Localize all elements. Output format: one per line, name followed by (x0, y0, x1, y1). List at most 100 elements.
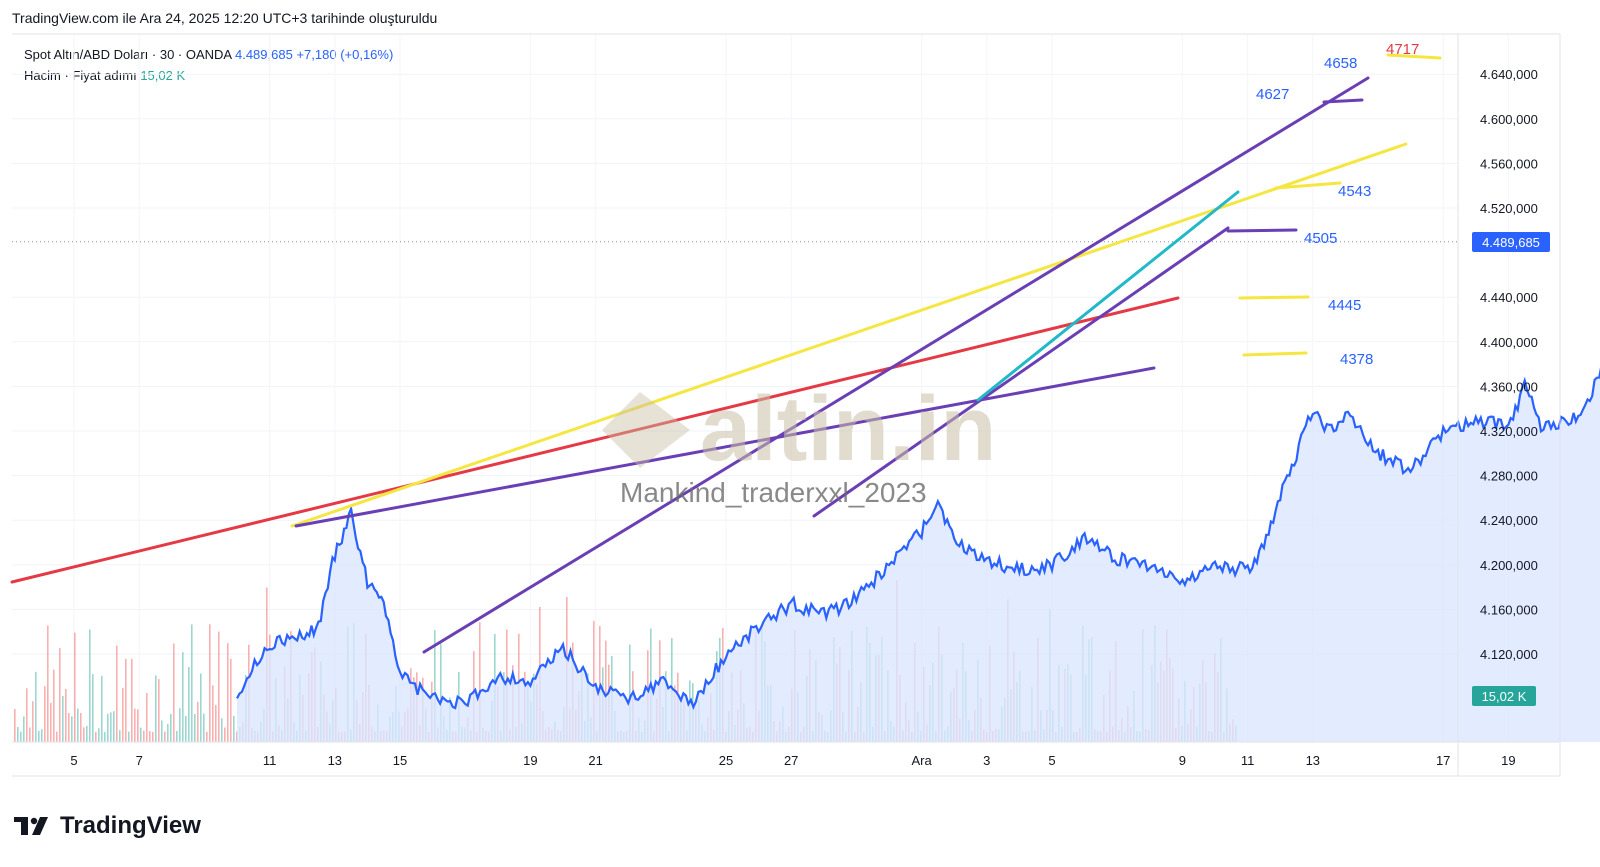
y-tick-label: 4.440,000 (1480, 290, 1538, 305)
volume-bar (176, 730, 178, 742)
x-tick-label: 5 (1048, 753, 1055, 768)
volume-bar (107, 713, 109, 742)
volume-bar (440, 643, 442, 742)
y-tick-label: 4.240,000 (1480, 513, 1538, 528)
y-tick-label: 4.640,000 (1480, 67, 1538, 82)
volume-bar (128, 731, 130, 742)
y-tick-label: 4.200,000 (1480, 558, 1538, 573)
volume-bar (65, 688, 67, 742)
volume-bar (20, 731, 22, 742)
volume-bar (599, 625, 601, 742)
volume-bar (101, 675, 103, 742)
x-tick-label: 19 (1501, 753, 1515, 768)
y-tick-label: 4.360,000 (1480, 379, 1538, 394)
volume-bar (86, 725, 88, 742)
x-tick-label: 3 (983, 753, 990, 768)
volume-bar (110, 712, 112, 742)
volume-bar (155, 675, 157, 742)
y-tick-label: 4.280,000 (1480, 469, 1538, 484)
volume-bar (161, 720, 163, 742)
volume-bar (629, 644, 631, 742)
volume-bar (188, 667, 190, 742)
y-tick-label: 4.600,000 (1480, 112, 1538, 127)
tradingview-logo[interactable]: TradingView (14, 812, 201, 840)
price-line (236, 367, 1600, 711)
tradingview-logo-text: TradingView (60, 812, 201, 839)
trend-line (294, 366, 1156, 528)
volume-bar (479, 622, 481, 742)
x-tick-label: 25 (719, 753, 733, 768)
trend-line (812, 226, 1230, 518)
volume-bar (179, 708, 181, 742)
symbol-label[interactable]: Spot Altın/ABD Doları · 30 · OANDA (24, 47, 232, 62)
watermark-brand: altin.in (700, 378, 996, 480)
volume-bar (182, 652, 184, 742)
time-axis: 5711131519212527Ara359111317192325272026 (70, 753, 1515, 768)
trend-line (422, 76, 1370, 654)
volume-bar (203, 713, 205, 742)
volume-bar (98, 728, 100, 742)
volume-bar (50, 702, 52, 742)
volume-bar (191, 624, 193, 742)
volume-bar (26, 688, 28, 742)
volume-bar (47, 625, 49, 742)
level-label: 4378 (1340, 351, 1373, 368)
volume-bar (221, 718, 223, 742)
level-label: 4445 (1328, 297, 1361, 314)
volume-bar (158, 679, 160, 742)
x-tick-label: 21 (588, 753, 602, 768)
volume-bar (56, 731, 58, 742)
volume-bar (170, 713, 172, 742)
y-tick-label: 4.560,000 (1480, 156, 1538, 171)
volume-bar (125, 658, 127, 742)
volume-bar (44, 686, 46, 742)
trend-line (1274, 181, 1342, 190)
volume-label[interactable]: Hacim · Fiyat adımı (24, 68, 137, 83)
volume-bar (68, 712, 70, 742)
level-label: 4658 (1324, 55, 1357, 72)
watermark: altin.in Mankind_traderxxl_2023 (602, 378, 996, 508)
volume-bar (173, 643, 175, 742)
y-tick-label: 4.400,000 (1480, 335, 1538, 350)
volume-bar (14, 709, 16, 742)
x-tick-label: 19 (523, 753, 537, 768)
volume-tag-text: 15,02 K (1482, 689, 1527, 704)
chart-legend: Spot Altın/ABD Doları · 30 · OANDA 4.489… (24, 44, 393, 86)
volume-bar (53, 669, 55, 742)
volume-bar (41, 729, 43, 742)
trend-lines (10, 53, 1442, 654)
volume-bar (140, 727, 142, 742)
price-change: +7,180 (+0,16%) (296, 47, 394, 62)
volume-bar (197, 701, 199, 742)
x-tick-label: 11 (1241, 753, 1255, 768)
volume-bar (194, 713, 196, 742)
volume-bar (92, 674, 94, 742)
level-label: 4505 (1304, 230, 1337, 247)
volume-bar (77, 708, 79, 742)
volume-bar (215, 705, 217, 742)
last-price-tag: 4.489,685 (1472, 232, 1550, 252)
level-label: 4543 (1338, 183, 1371, 200)
volume-bar (605, 640, 607, 742)
trend-line (1242, 351, 1308, 357)
volume-bar (62, 695, 64, 742)
x-tick-label: 5 (70, 753, 77, 768)
volume-bar (209, 624, 211, 742)
volume-bar (35, 671, 37, 742)
trend-line (1386, 53, 1442, 60)
x-tick-label: 7 (136, 753, 143, 768)
price-chart[interactable]: altin.in Mankind_traderxxl_2023 4717 4658… (0, 0, 1600, 800)
price-axis: 4.640,000 4.600,000 4.560,000 4.520,000 4.44… (1480, 67, 1538, 662)
x-tick-label: Ara (911, 753, 932, 768)
volume-bar (119, 730, 121, 742)
volume-bar (74, 632, 76, 742)
trend-line (1226, 228, 1298, 233)
volume-bar (32, 701, 34, 742)
volume-bar (116, 645, 118, 742)
volume-tag: 15,02 K (1472, 686, 1536, 706)
volume-bar (233, 715, 235, 742)
volume-bar (200, 673, 202, 742)
level-label: 4627 (1256, 86, 1289, 103)
volume-bar (80, 712, 82, 742)
x-tick-label: 15 (393, 753, 407, 768)
